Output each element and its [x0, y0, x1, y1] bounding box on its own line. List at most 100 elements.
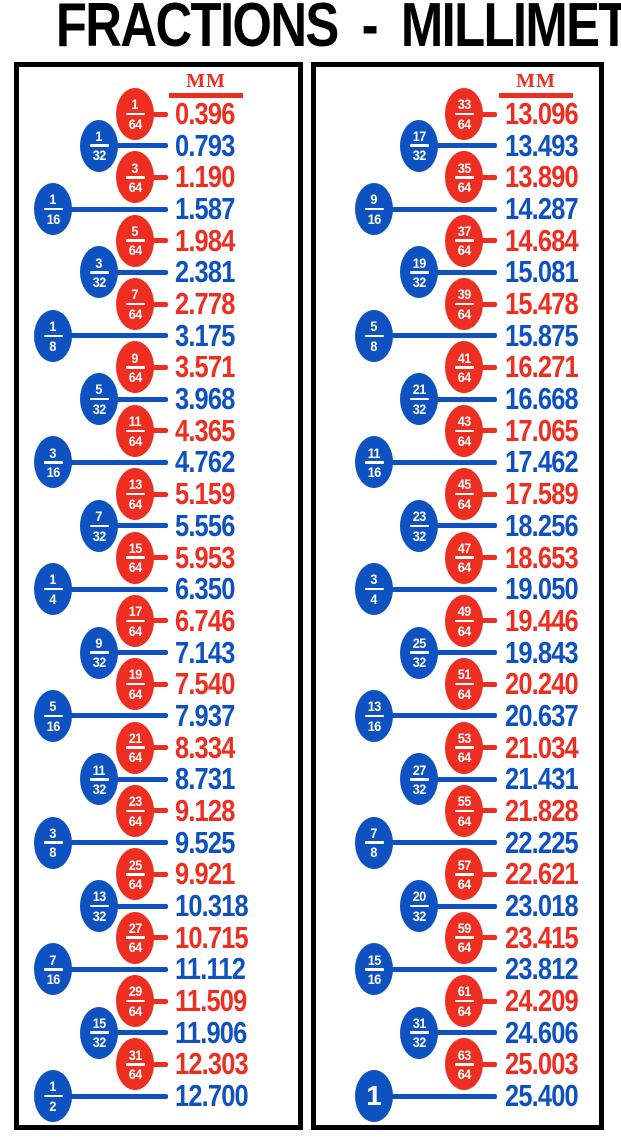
fraction-connector-line — [419, 396, 497, 402]
fraction-connector-line — [53, 966, 168, 972]
fraction-bar — [125, 873, 145, 876]
fraction-numerator: 61 — [457, 983, 471, 1000]
fraction-bar — [454, 619, 474, 623]
fraction-oval: 41 64 — [445, 341, 483, 394]
fraction-denominator: 32 — [412, 274, 426, 291]
fraction-oval: 37 64 — [445, 214, 483, 267]
mm-value: 17.065 — [505, 412, 579, 448]
fraction-oval: 23 64 — [116, 784, 154, 837]
fraction-denominator: 2 — [49, 1097, 57, 1114]
mm-value: 5.556 — [175, 507, 235, 543]
fraction-bar — [454, 239, 474, 242]
fraction-bar — [125, 746, 145, 749]
fraction-oval: 9 16 — [355, 183, 393, 236]
fraction-numerator: 33 — [457, 96, 471, 113]
fraction-numerator: 15 — [92, 1014, 106, 1031]
mm-value: 25.003 — [505, 1046, 579, 1082]
fraction-connector-line — [99, 523, 168, 529]
fraction-numerator: 7 — [370, 824, 378, 841]
fraction-connector-line — [99, 269, 168, 275]
fraction-denominator: 64 — [457, 559, 471, 576]
fraction-oval: 5 32 — [80, 373, 118, 426]
mm-value: 1.984 — [175, 222, 235, 258]
mm-value: 3.175 — [175, 317, 235, 353]
fraction-denominator: 16 — [367, 464, 381, 481]
mm-value: 14.684 — [505, 222, 579, 258]
fraction-bar — [125, 999, 145, 1003]
fraction-connector-line — [374, 206, 497, 212]
fraction-numerator: 55 — [457, 793, 471, 810]
fraction-bar — [364, 714, 384, 718]
fraction-connector-line — [419, 1030, 497, 1036]
fraction-connector-line — [374, 586, 497, 592]
fraction-bar — [89, 651, 109, 654]
mm-value: 21.828 — [505, 792, 579, 828]
mm-value: 15.875 — [505, 317, 579, 353]
fraction-oval: 11 16 — [355, 436, 393, 489]
fraction-denominator: 32 — [92, 527, 106, 544]
mm-value: 24.606 — [505, 1014, 579, 1050]
mm-value: 5.159 — [175, 476, 235, 512]
fraction-bar — [125, 492, 145, 496]
mm-value: 4.762 — [175, 444, 235, 480]
fraction-numerator: 21 — [128, 729, 142, 746]
fraction-denominator: 64 — [128, 685, 142, 702]
fraction-numerator: 5 — [370, 318, 378, 334]
fraction-bar — [125, 239, 145, 242]
fraction-denominator: 64 — [457, 685, 471, 702]
fraction-oval: 7 16 — [34, 943, 72, 996]
fraction-oval: 25 64 — [116, 848, 154, 901]
fraction-numerator: 5 — [49, 698, 57, 715]
fraction-numerator: 19 — [128, 666, 142, 683]
fraction-oval: 15 64 — [116, 531, 154, 584]
fraction-numerator: 29 — [128, 983, 142, 1000]
fraction-oval: 55 64 — [445, 784, 483, 837]
fraction-bar — [125, 936, 145, 939]
fraction-bar — [454, 809, 474, 813]
fraction-numerator: 15 — [367, 951, 381, 968]
fraction-oval: 27 64 — [116, 911, 154, 964]
fraction-connector-line — [374, 840, 497, 846]
mm-column-header: MM — [169, 71, 243, 98]
fraction-denominator: 64 — [128, 1066, 142, 1083]
fraction-denominator: 64 — [128, 559, 142, 576]
fraction-oval: 25 32 — [400, 626, 438, 679]
fraction-denominator: 64 — [457, 939, 471, 956]
fraction-oval: 9 64 — [116, 341, 154, 394]
fraction-numerator: 9 — [370, 191, 378, 208]
fraction-denominator: 32 — [412, 1034, 426, 1051]
fraction-bar — [125, 366, 145, 369]
fraction-oval: 3 64 — [116, 151, 154, 204]
fraction-oval: 39 64 — [445, 278, 483, 331]
fraction-oval: 3 32 — [80, 246, 118, 299]
fraction-connector-line — [99, 650, 168, 656]
whole-number: 1 — [366, 1080, 382, 1112]
fraction-numerator: 1 — [49, 191, 57, 208]
fraction-oval: 9 32 — [80, 626, 118, 679]
fraction-numerator: 9 — [131, 349, 139, 366]
fraction-oval: 17 64 — [116, 594, 154, 647]
fraction-numerator: 13 — [128, 476, 142, 493]
fraction-denominator: 32 — [412, 147, 426, 164]
fraction-denominator: 64 — [457, 1066, 471, 1083]
fraction-denominator: 32 — [92, 274, 106, 291]
mm-value: 18.256 — [505, 507, 579, 543]
fraction-numerator: 37 — [457, 222, 471, 239]
mm-value: 17.462 — [505, 444, 579, 480]
mm-value: 0.396 — [175, 96, 235, 131]
fraction-oval: 1 — [355, 1070, 393, 1123]
fraction-bar — [43, 207, 63, 211]
fraction-numerator: 7 — [95, 508, 103, 525]
fraction-denominator: 64 — [128, 305, 142, 322]
fractions-column-left: MM 1 64 0.396 1 32 0.793 3 64 1.190 1 16 1.587 5 64 1.… — [14, 62, 303, 1130]
fraction-bar — [454, 746, 474, 749]
fraction-numerator: 13 — [367, 698, 381, 715]
mm-value: 0.793 — [175, 127, 235, 163]
fraction-denominator: 32 — [92, 654, 106, 671]
fraction-bar — [89, 144, 109, 147]
fraction-bar — [454, 1063, 474, 1066]
fraction-oval: 59 64 — [445, 911, 483, 964]
